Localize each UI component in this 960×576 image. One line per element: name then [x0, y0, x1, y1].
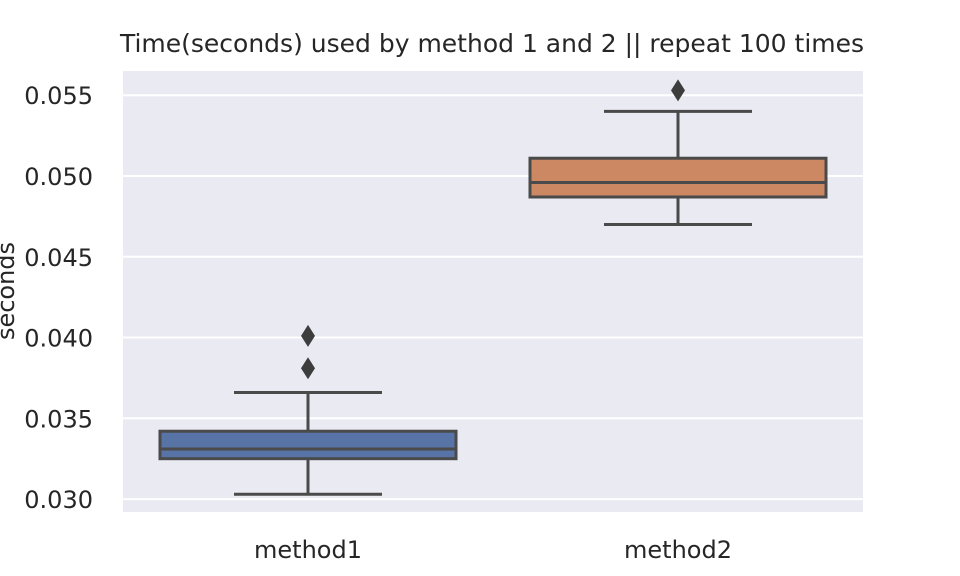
y-tick-label: 0.055	[24, 82, 93, 110]
box-method1	[158, 324, 458, 496]
gridlines	[123, 94, 863, 501]
y-tick-label: 0.040	[24, 325, 93, 353]
box-method2	[528, 79, 828, 226]
y-tick-label: 0.050	[24, 163, 93, 191]
outlier-point	[301, 324, 315, 347]
chart-title: Time(seconds) used by method 1 and 2 || …	[119, 29, 864, 58]
y-axis-ticks: 0.030 0.035 0.040 0.045 0.050 0.055	[24, 82, 93, 514]
outlier-point	[301, 357, 315, 380]
y-axis-label: seconds	[0, 242, 20, 340]
box-iqr	[528, 156, 828, 199]
box-iqr	[158, 429, 458, 461]
x-axis-ticks: method1 method2	[254, 536, 732, 564]
x-tick-label: method2	[624, 536, 732, 564]
outlier-point	[671, 79, 685, 102]
y-tick-label: 0.035	[24, 405, 93, 433]
y-tick-label: 0.030	[24, 486, 93, 514]
y-tick-label: 0.045	[24, 244, 93, 272]
x-tick-label: method1	[254, 536, 362, 564]
boxes	[158, 79, 828, 496]
